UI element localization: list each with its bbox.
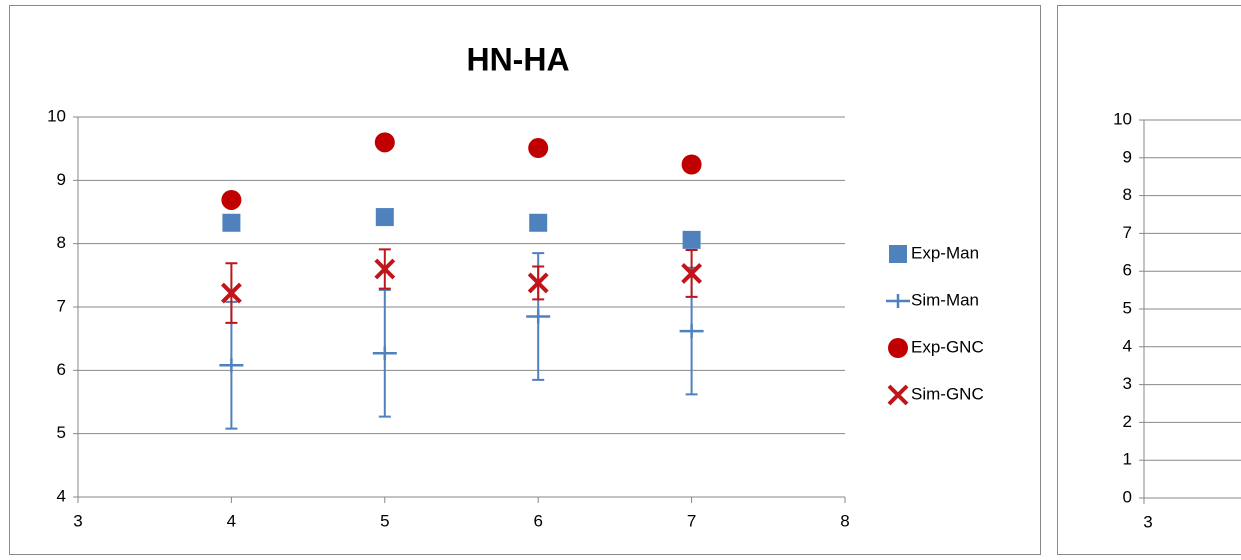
x-tick-label: 8 — [840, 511, 849, 530]
y-tick-label: 7 — [1123, 223, 1132, 242]
legend-marker — [888, 338, 908, 358]
y-tick-label: 9 — [1123, 147, 1132, 166]
x-tick-label: 3 — [1143, 512, 1152, 531]
x-tick-label: 3 — [73, 511, 82, 530]
y-tick-label: 5 — [1123, 298, 1132, 317]
x-tick-label: 7 — [687, 511, 696, 530]
chart-frame — [1057, 5, 1241, 555]
legend-marker — [887, 384, 909, 406]
data-point — [221, 189, 242, 210]
legend-label: Exp-GNC — [911, 337, 984, 356]
data-point — [681, 263, 703, 284]
data-point — [529, 213, 548, 232]
x-tick-label: 6 — [533, 511, 542, 530]
data-point — [681, 154, 702, 175]
data-point — [374, 132, 395, 153]
data-point — [679, 324, 704, 339]
y-tick-label: 2 — [1123, 412, 1132, 431]
y-tick-label: 10 — [47, 106, 66, 125]
y-tick-label: 1 — [1123, 450, 1132, 469]
y-tick-label: 7 — [57, 296, 66, 315]
y-tick-label: 0 — [1123, 487, 1132, 506]
y-tick-label: 8 — [1123, 185, 1132, 204]
y-tick-label: 6 — [57, 360, 66, 379]
data-point — [219, 358, 244, 373]
chart-frame — [9, 5, 1041, 555]
legend-label: Exp-Man — [911, 243, 979, 262]
data-point — [222, 213, 241, 232]
y-tick-label: 4 — [57, 486, 66, 505]
data-point — [374, 258, 396, 280]
x-tick-label: 4 — [227, 511, 236, 530]
y-tick-label: 9 — [57, 170, 66, 189]
data-point — [375, 208, 394, 227]
y-tick-label: 10 — [1113, 109, 1132, 128]
data-point — [526, 309, 551, 324]
chart-title: HN-HA — [466, 41, 569, 77]
y-tick-label: 8 — [57, 233, 66, 252]
legend-label: Sim-GNC — [911, 384, 984, 403]
legend-marker — [889, 245, 907, 263]
y-tick-label: 4 — [1123, 336, 1132, 355]
data-point — [682, 230, 701, 249]
data-point — [372, 346, 397, 361]
data-point — [527, 272, 549, 294]
data-point — [220, 282, 242, 304]
x-tick-label: 5 — [380, 511, 389, 530]
data-point — [528, 138, 549, 159]
y-tick-label: 5 — [57, 423, 66, 442]
y-tick-label: 6 — [1123, 261, 1132, 280]
y-tick-label: 3 — [1123, 374, 1132, 393]
legend-marker — [886, 294, 910, 308]
legend-label: Sim-Man — [911, 290, 979, 309]
